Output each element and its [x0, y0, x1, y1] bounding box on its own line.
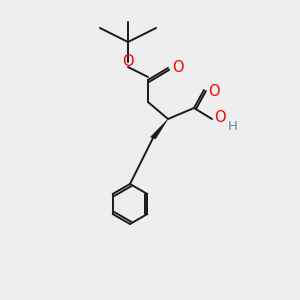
Text: O: O	[208, 83, 220, 98]
Polygon shape	[151, 119, 168, 139]
Text: O: O	[214, 110, 226, 125]
Text: O: O	[122, 53, 134, 68]
Text: H: H	[228, 119, 238, 133]
Text: O: O	[172, 61, 184, 76]
